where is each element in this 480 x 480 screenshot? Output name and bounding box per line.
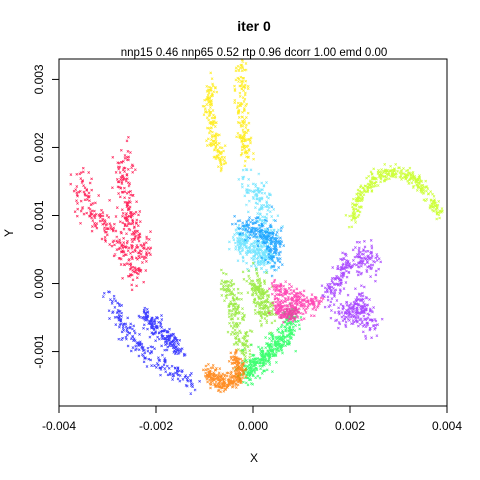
x-tick-label: 0.002 (335, 419, 365, 433)
cluster-4 (227, 168, 285, 274)
y-tick-label: -0.001 (32, 334, 46, 368)
cluster-6 (219, 261, 278, 369)
y-tick-label: 0.000 (32, 268, 46, 298)
x-tick-label: -0.002 (139, 419, 173, 433)
cluster-11 (344, 163, 444, 229)
cluster-points (201, 58, 255, 173)
y-tick-label: 0.001 (32, 200, 46, 230)
cluster-points (227, 168, 285, 274)
cluster-points (201, 348, 248, 394)
cluster-3 (201, 58, 255, 173)
cluster-points (344, 163, 444, 229)
y-axis: -0.001 0.000 0.001 0.002 0.003 (32, 64, 60, 369)
x-tick-label: -0.004 (42, 419, 76, 433)
cluster-5 (230, 205, 286, 278)
y-tick-label: 0.003 (32, 64, 46, 94)
cluster-points (268, 278, 325, 324)
y-axis-label: Y (2, 229, 16, 237)
cluster-points (230, 205, 286, 278)
cluster-1 (69, 135, 153, 292)
cluster-10 (320, 239, 384, 340)
cluster-2 (101, 290, 201, 395)
chart-title: iter 0 (237, 18, 271, 34)
x-axis: -0.004 -0.002 0.000 0.002 0.004 (42, 405, 462, 433)
x-tick-label: 0.004 (432, 419, 462, 433)
x-axis-label: X (250, 451, 258, 465)
y-tick-label: 0.002 (32, 132, 46, 162)
chart-subtitle: nnp15 0.46 nnp65 0.52 rtp 0.96 dcorr 1.0… (121, 47, 388, 59)
cluster-points (219, 261, 278, 369)
cluster-points (320, 239, 384, 340)
cluster-9 (268, 278, 325, 324)
x-tick-label: 0.000 (238, 419, 268, 433)
cluster-points (101, 290, 201, 395)
cluster-8 (201, 348, 248, 394)
cluster-points (69, 135, 153, 292)
data-points (69, 58, 444, 395)
